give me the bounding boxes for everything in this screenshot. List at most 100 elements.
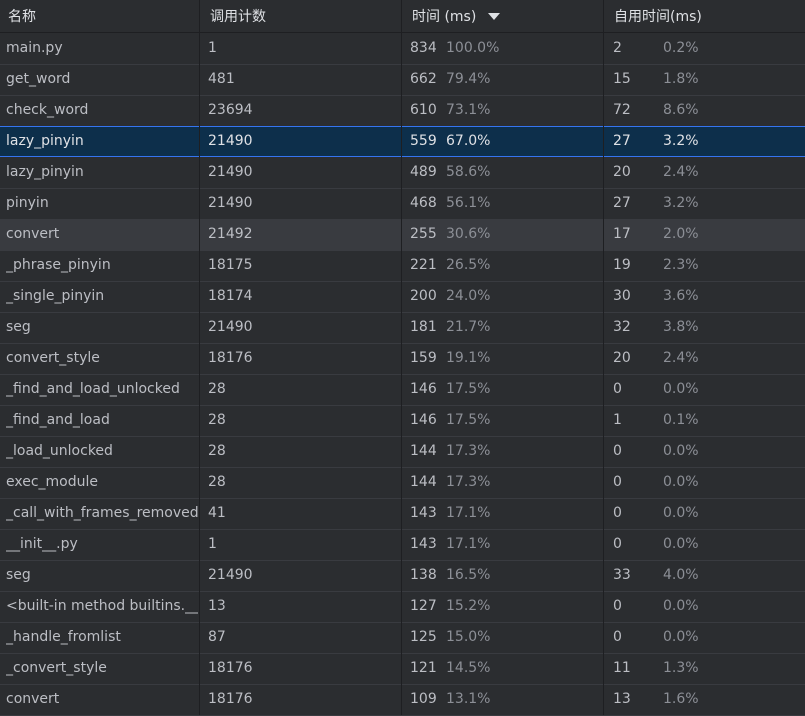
time-percent-cell: 17.1% <box>446 536 491 552</box>
own-time-percent-cell: 3.8% <box>663 319 699 335</box>
call-count-cell: 18174 <box>208 288 253 304</box>
table-row[interactable]: _call_with_frames_removed 41 143 17.1% 0 0.0% <box>0 498 805 530</box>
table-row[interactable]: _load_unlocked 28 144 17.3% 0 0.0% <box>0 436 805 468</box>
call-count-cell: 18176 <box>208 350 253 366</box>
own-time-percent-cell: 2.3% <box>663 257 699 273</box>
time-percent-cell: 15.0% <box>446 629 491 645</box>
function-name-cell: _find_and_load_unlocked <box>6 381 180 397</box>
time-percent-cell: 17.3% <box>446 474 491 490</box>
time-percent-cell: 17.1% <box>446 505 491 521</box>
function-name-cell: exec_module <box>6 474 98 490</box>
time-cell: 125 <box>410 629 437 645</box>
own-time-percent-cell: 2.0% <box>663 226 699 242</box>
call-count-cell: 41 <box>208 505 226 521</box>
call-count-cell: 23694 <box>208 102 253 118</box>
column-header-time-label: 时间 (ms) <box>412 9 477 25</box>
table-row[interactable]: _handle_fromlist 87 125 15.0% 0 0.0% <box>0 622 805 654</box>
time-percent-cell: 58.6% <box>446 164 491 180</box>
time-cell: 489 <box>410 164 437 180</box>
function-name-cell: __init__.py <box>6 536 78 552</box>
column-divider[interactable] <box>199 0 200 715</box>
own-time-percent-cell: 2.4% <box>663 350 699 366</box>
column-header-time[interactable]: 时间 (ms) <box>412 0 501 32</box>
table-row[interactable]: convert 18176 109 13.1% 13 1.6% <box>0 684 805 716</box>
own-time-cell: 33 <box>613 567 631 583</box>
function-name-cell: _convert_style <box>6 660 107 676</box>
own-time-cell: 11 <box>613 660 631 676</box>
time-percent-cell: 17.5% <box>446 381 491 397</box>
time-cell: 121 <box>410 660 437 676</box>
time-cell: 200 <box>410 288 437 304</box>
table-row[interactable]: convert_style 18176 159 19.1% 20 2.4% <box>0 343 805 375</box>
table-row[interactable]: _phrase_pinyin 18175 221 26.5% 19 2.3% <box>0 250 805 282</box>
time-percent-cell: 73.1% <box>446 102 491 118</box>
table-row[interactable]: _find_and_load_unlocked 28 146 17.5% 0 0.0% <box>0 374 805 406</box>
call-count-cell: 21490 <box>208 319 253 335</box>
function-name-cell: convert <box>6 691 60 707</box>
call-count-cell: 21492 <box>208 226 253 242</box>
own-time-cell: 0 <box>613 629 622 645</box>
own-time-cell: 0 <box>613 474 622 490</box>
sort-descending-icon <box>488 13 501 20</box>
call-count-cell: 21490 <box>208 567 253 583</box>
table-row[interactable]: main.py 1 834 100.0% 2 0.2% <box>0 33 805 65</box>
column-header-calls[interactable]: 调用计数 <box>210 9 266 25</box>
table-row[interactable]: _convert_style 18176 121 14.5% 11 1.3% <box>0 653 805 685</box>
time-cell: 610 <box>410 102 437 118</box>
own-time-percent-cell: 0.0% <box>663 505 699 521</box>
table-row[interactable]: convert 21492 255 30.6% 17 2.0% <box>0 219 805 251</box>
call-count-cell: 13 <box>208 598 226 614</box>
time-cell: 181 <box>410 319 437 335</box>
time-percent-cell: 16.5% <box>446 567 491 583</box>
time-percent-cell: 19.1% <box>446 350 491 366</box>
own-time-cell: 1 <box>613 412 622 428</box>
table-row[interactable]: _single_pinyin 18174 200 24.0% 30 3.6% <box>0 281 805 313</box>
time-percent-cell: 14.5% <box>446 660 491 676</box>
table-row[interactable]: <built-in method builtins.__import__> 13 1… <box>0 591 805 623</box>
time-cell: 143 <box>410 505 437 521</box>
table-row[interactable]: exec_module 28 144 17.3% 0 0.0% <box>0 467 805 499</box>
own-time-cell: 0 <box>613 505 622 521</box>
own-time-cell: 0 <box>613 536 622 552</box>
time-cell: 144 <box>410 474 437 490</box>
table-row[interactable]: lazy_pinyin 21490 489 58.6% 20 2.4% <box>0 157 805 189</box>
time-percent-cell: 79.4% <box>446 71 491 87</box>
own-time-cell: 19 <box>613 257 631 273</box>
column-divider[interactable] <box>603 0 604 715</box>
time-percent-cell: 67.0% <box>446 133 491 149</box>
table-row[interactable]: __init__.py 1 143 17.1% 0 0.0% <box>0 529 805 561</box>
table-row[interactable]: _find_and_load 28 146 17.5% 1 0.1% <box>0 405 805 437</box>
own-time-percent-cell: 0.1% <box>663 412 699 428</box>
time-cell: 109 <box>410 691 437 707</box>
own-time-cell: 30 <box>613 288 631 304</box>
time-percent-cell: 100.0% <box>446 40 500 56</box>
own-time-percent-cell: 0.0% <box>663 474 699 490</box>
column-divider[interactable] <box>401 0 402 715</box>
column-header-own-time[interactable]: 自用时间(ms) <box>614 9 702 25</box>
time-cell: 221 <box>410 257 437 273</box>
own-time-cell: 20 <box>613 350 631 366</box>
table-row[interactable]: lazy_pinyin 21490 559 67.0% 27 3.2% <box>0 126 805 157</box>
own-time-cell: 15 <box>613 71 631 87</box>
own-time-cell: 0 <box>613 443 622 459</box>
own-time-percent-cell: 0.0% <box>663 536 699 552</box>
table-row[interactable]: pinyin 21490 468 56.1% 27 3.2% <box>0 188 805 220</box>
function-name-cell: seg <box>6 319 31 335</box>
function-name-cell: _find_and_load <box>6 412 110 428</box>
function-name-cell: _call_with_frames_removed <box>6 505 198 521</box>
column-header-name[interactable]: 名称 <box>8 9 36 25</box>
function-name-cell: _handle_fromlist <box>6 629 121 645</box>
own-time-percent-cell: 0.0% <box>663 381 699 397</box>
own-time-percent-cell: 2.4% <box>663 164 699 180</box>
function-name-cell: _single_pinyin <box>6 288 105 304</box>
table-row[interactable]: check_word 23694 610 73.1% 72 8.6% <box>0 95 805 127</box>
table-row[interactable]: seg 21490 138 16.5% 33 4.0% <box>0 560 805 592</box>
function-name-cell: lazy_pinyin <box>6 164 84 180</box>
call-count-cell: 28 <box>208 474 226 490</box>
own-time-cell: 72 <box>613 102 631 118</box>
table-row[interactable]: get_word 481 662 79.4% 15 1.8% <box>0 64 805 96</box>
own-time-cell: 0 <box>613 381 622 397</box>
own-time-percent-cell: 3.2% <box>663 195 699 211</box>
table-row[interactable]: seg 21490 181 21.7% 32 3.8% <box>0 312 805 344</box>
